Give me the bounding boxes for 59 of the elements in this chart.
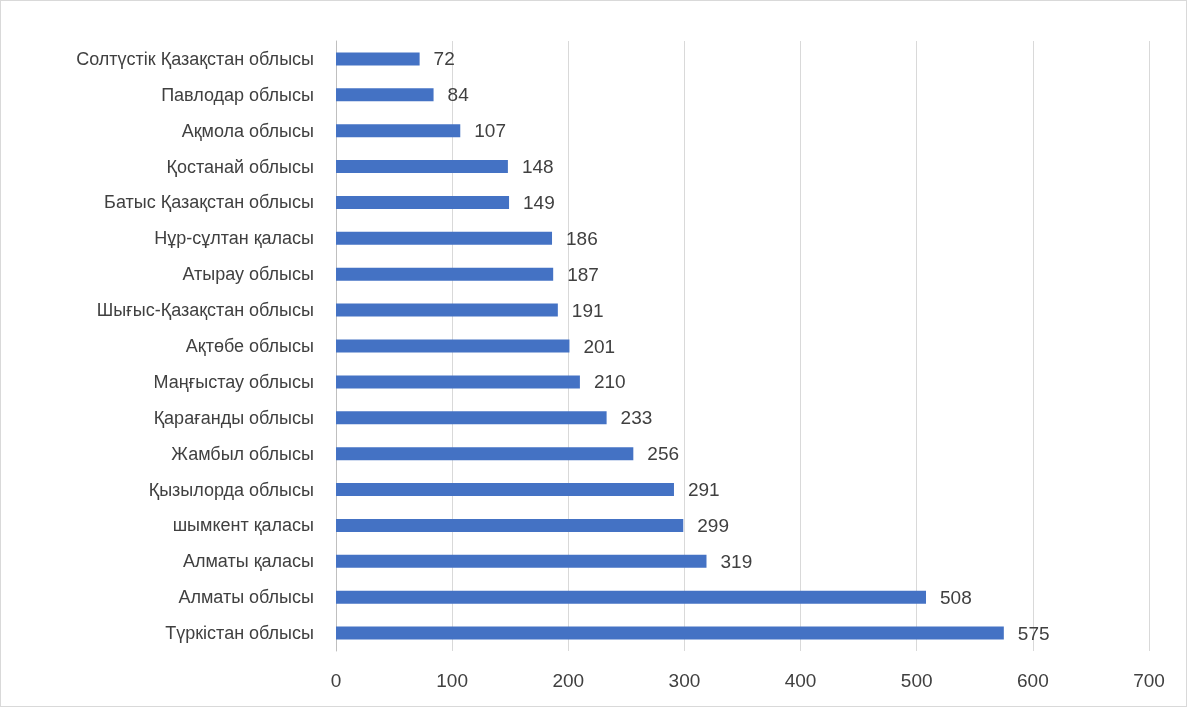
y-tick-label: Павлодар облысы — [161, 84, 314, 105]
data-label: 187 — [567, 263, 599, 285]
data-label: 201 — [583, 335, 616, 357]
y-tick-label: Түркістан облысы — [165, 623, 314, 644]
y-tick-label: Маңғыстау облысы — [153, 371, 314, 392]
data-label: 256 — [647, 443, 680, 465]
bar — [336, 231, 553, 245]
data-label: 210 — [593, 371, 626, 393]
data-label: 149 — [523, 191, 555, 213]
x-tick-label: 200 — [552, 670, 585, 691]
data-label: 191 — [571, 299, 604, 321]
y-tick-label: Солтүстік Қазақстан облысы — [76, 48, 314, 69]
y-tick-label: Батыс Қазақстан облысы — [104, 192, 314, 213]
data-label: 291 — [687, 479, 720, 501]
data-label: 508 — [940, 586, 972, 608]
bar — [336, 554, 707, 568]
x-tick-label: 600 — [1017, 670, 1049, 691]
x-tick-label: 700 — [1133, 670, 1165, 691]
data-label: 319 — [720, 550, 753, 572]
data-label: 107 — [474, 120, 506, 142]
y-tick-label: Алматы қаласы — [182, 551, 314, 572]
bar — [336, 483, 674, 497]
bar — [336, 267, 554, 281]
x-tick-label: 100 — [436, 670, 468, 691]
data-label: 186 — [566, 227, 598, 249]
bar — [336, 52, 420, 66]
bar — [336, 160, 508, 174]
y-tick-label: Қызылорда облысы — [148, 479, 314, 500]
data-label: 84 — [447, 84, 470, 106]
data-label: 72 — [433, 48, 455, 70]
data-label: 233 — [620, 407, 653, 429]
y-tick-label: шымкент қаласы — [172, 515, 314, 536]
bar — [336, 375, 580, 389]
x-tick-label: 0 — [330, 670, 342, 691]
y-tick-label: Нұр-сұлтан қаласы — [154, 228, 314, 249]
y-tick-label: Қостанай облысы — [166, 156, 314, 177]
y-tick-label: Жамбыл облысы — [171, 443, 314, 464]
bar — [336, 88, 434, 102]
bar — [336, 518, 684, 532]
bar — [336, 447, 634, 461]
bar — [336, 590, 927, 604]
data-label: 148 — [521, 156, 554, 178]
y-tick-label: Шығыс-Қазақстан облысы — [96, 300, 314, 321]
y-tick-label: Атырау облысы — [182, 264, 314, 285]
bar — [336, 411, 607, 425]
bar — [336, 303, 558, 317]
bar — [336, 124, 461, 138]
data-label: 299 — [697, 514, 729, 536]
bar — [336, 339, 570, 353]
y-tick-label: Қарағанды облысы — [153, 407, 314, 428]
x-tick-label: 400 — [784, 670, 817, 691]
data-label: 575 — [1017, 622, 1050, 644]
x-tick-label: 300 — [668, 670, 701, 691]
x-tick-label: 500 — [900, 670, 933, 691]
y-tick-label: Алматы облысы — [178, 587, 314, 608]
y-tick-label: Ақмола облысы — [181, 120, 314, 141]
bar — [336, 195, 510, 209]
y-tick-label: Ақтөбе облысы — [185, 336, 314, 356]
bar — [336, 626, 1004, 640]
